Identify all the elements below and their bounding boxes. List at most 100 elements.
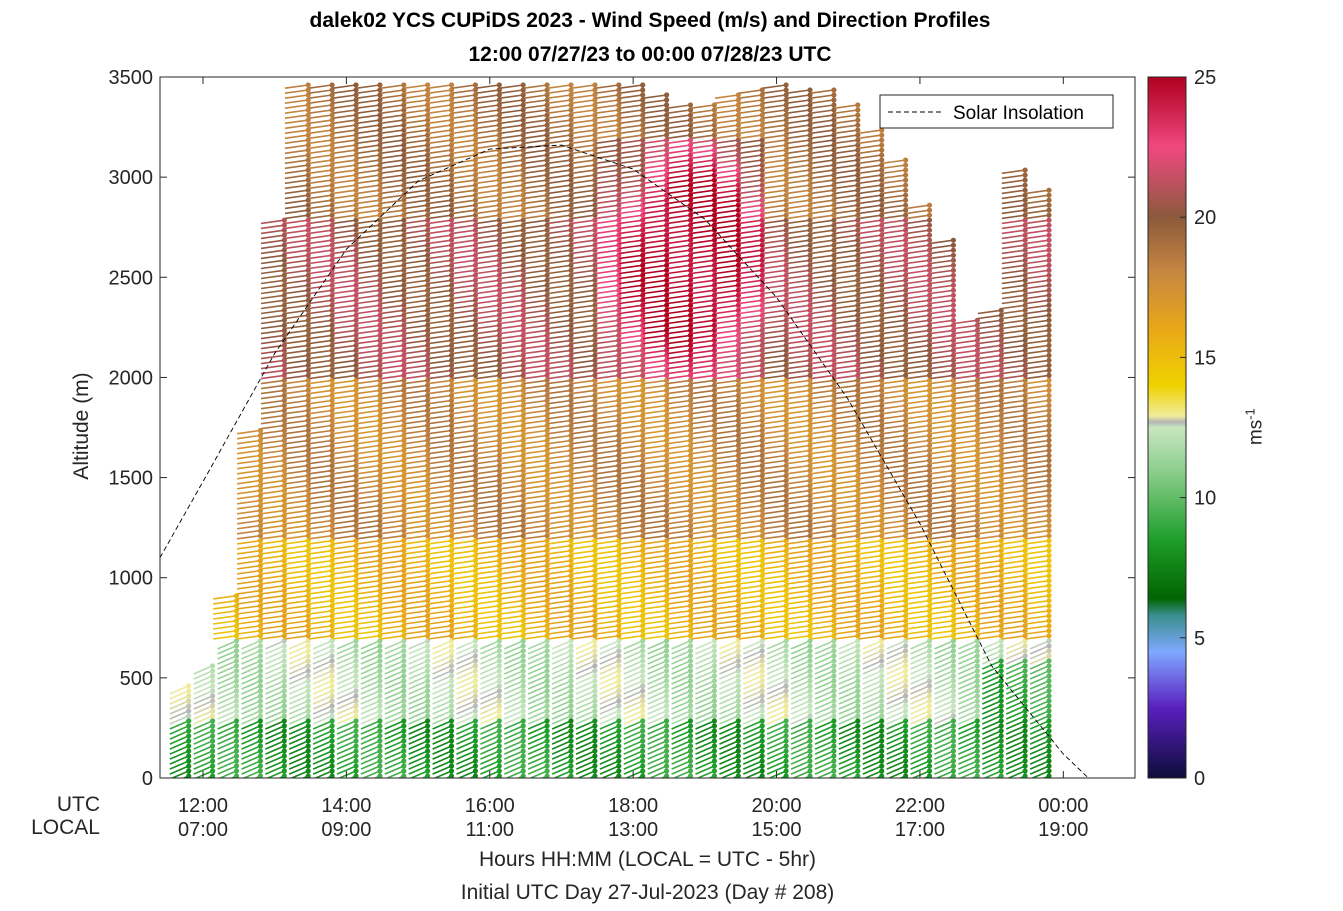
- wind-barb: [428, 144, 452, 150]
- wind-barb: [523, 594, 548, 600]
- wind-barb-dot: [496, 748, 502, 754]
- wind-barb: [499, 479, 524, 485]
- wind-barb: [643, 549, 667, 555]
- wind-barb: [332, 344, 357, 350]
- wind-barb: [643, 519, 667, 525]
- wind-barb-dot: [544, 643, 550, 649]
- wind-barb: [260, 329, 285, 335]
- wind-barb: [404, 414, 428, 420]
- wind-barb: [571, 534, 596, 540]
- wind-barb-dot: [210, 758, 216, 764]
- wind-barb-dot: [257, 773, 263, 778]
- wind-barb: [428, 349, 452, 355]
- wind-barb: [523, 269, 548, 275]
- wind-barb: [384, 735, 405, 745]
- wind-barb: [360, 665, 381, 675]
- wind-barb: [265, 675, 285, 685]
- wind-barb-dot: [329, 653, 335, 659]
- wind-barb: [571, 314, 596, 320]
- wind-barb: [523, 339, 548, 345]
- wind-barb: [308, 479, 333, 485]
- wind-barb: [332, 269, 357, 275]
- wind-barb: [619, 214, 643, 220]
- wind-barb: [619, 630, 643, 635]
- wind-barb: [265, 650, 285, 660]
- wind-barb: [356, 399, 381, 405]
- wind-barb: [619, 354, 643, 360]
- wind-barb-dot: [520, 683, 526, 689]
- wind-barb: [308, 219, 333, 225]
- wind-barb-dot: [616, 728, 622, 734]
- wind-barb: [404, 154, 428, 160]
- wind-barb: [523, 344, 548, 350]
- wind-barb: [428, 419, 452, 425]
- wind-barb: [169, 735, 190, 745]
- wind-barb: [236, 584, 261, 590]
- wind-barb-dot: [640, 713, 646, 719]
- wind-barb: [547, 324, 572, 330]
- wind-barb: [595, 504, 619, 510]
- wind-barb: [380, 374, 404, 380]
- wind-barb-dot: [664, 678, 670, 684]
- wind-barb-dot: [448, 748, 455, 754]
- wind-barb: [380, 384, 404, 390]
- wind-barb: [452, 239, 476, 245]
- wind-barb: [404, 219, 428, 225]
- wind-barb: [452, 434, 476, 440]
- wind-barb-dot: [305, 733, 311, 739]
- wind-barb-dot: [401, 733, 407, 739]
- wind-barb: [499, 264, 524, 270]
- wind-barb: [475, 214, 500, 220]
- wind-barb-dot: [353, 648, 359, 654]
- wind-barb: [619, 279, 643, 285]
- wind-barb-dot: [210, 743, 216, 749]
- wind-barb: [475, 179, 500, 185]
- wind-barb: [404, 419, 428, 425]
- wind-barb: [308, 364, 333, 370]
- wind-barb: [408, 715, 428, 725]
- wind-barb: [236, 524, 261, 530]
- wind-barb: [643, 334, 667, 340]
- wind-barb-dot: [640, 668, 646, 674]
- wind-barb: [547, 574, 572, 580]
- wind-barb-dot: [401, 743, 407, 749]
- wind-barb-dot: [496, 678, 502, 684]
- wind-barb-dot: [401, 643, 407, 649]
- wind-barb: [332, 309, 357, 315]
- wind-barb: [356, 284, 381, 290]
- wind-barb: [452, 314, 476, 320]
- wind-barb: [236, 499, 261, 505]
- wind-barb-dot: [353, 663, 359, 669]
- wind-barb: [547, 409, 572, 415]
- wind-barb: [643, 579, 667, 585]
- wind-barb: [547, 630, 572, 635]
- wind-barb: [595, 579, 619, 585]
- wind-barb: [643, 369, 667, 375]
- wind-barb: [547, 254, 572, 260]
- wind-barb: [547, 284, 572, 290]
- wind-barb-dot: [401, 693, 407, 699]
- wind-barb: [452, 169, 476, 175]
- wind-barb: [380, 369, 404, 375]
- wind-barb: [360, 730, 381, 740]
- wind-barb: [452, 264, 476, 270]
- wind-barb: [356, 359, 381, 365]
- wind-barb: [523, 214, 548, 220]
- wind-barb-dot: [401, 678, 407, 684]
- wind-barb: [380, 209, 404, 215]
- wind-barb: [428, 124, 452, 130]
- wind-barb: [356, 144, 381, 150]
- wind-barb-dot: [210, 733, 216, 739]
- wind-barb-dot: [233, 643, 240, 649]
- wind-barb: [356, 89, 381, 94]
- wind-barb: [308, 529, 333, 535]
- wind-barb: [332, 419, 357, 425]
- wind-barb: [404, 109, 428, 114]
- wind-barb: [523, 219, 548, 225]
- wind-barb: [643, 314, 667, 320]
- wind-barb: [308, 259, 333, 265]
- wind-barb: [643, 494, 667, 500]
- wind-barb: [408, 760, 428, 770]
- wind-barb: [288, 735, 309, 745]
- wind-barb: [595, 224, 619, 230]
